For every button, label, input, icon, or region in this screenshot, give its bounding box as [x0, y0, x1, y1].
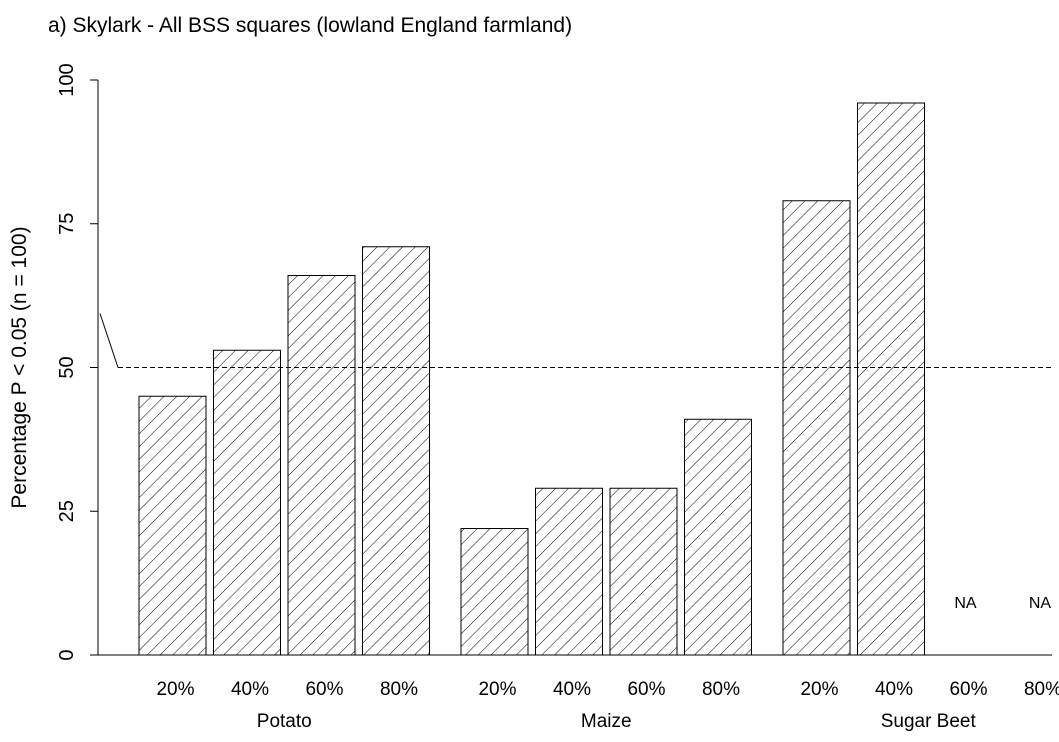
x-category-label: 80%: [702, 679, 740, 700]
x-category-label: 60%: [627, 679, 665, 700]
bar: [857, 102, 925, 656]
x-category-label: 20%: [156, 679, 194, 700]
bar-na-label: NA: [1029, 595, 1052, 612]
y-tick-label: 0: [56, 649, 78, 660]
x-category-label: 20%: [478, 679, 516, 700]
bar: [213, 349, 281, 656]
labels-layer: 0 25 50 75 100 Percentage P < 0.05 (n = 100) 2…: [8, 63, 1059, 732]
x-group-label: Maize: [581, 711, 632, 732]
x-category-label: 40%: [553, 679, 591, 700]
bar: [138, 395, 207, 656]
bar-na-label: NA: [954, 595, 977, 612]
reference-line-leader: [99, 313, 119, 368]
x-category-label: 40%: [231, 679, 269, 700]
y-tick-label: 100: [56, 63, 78, 96]
x-category-label: 60%: [305, 679, 343, 700]
bars-layer: [138, 102, 925, 656]
bar: [535, 487, 603, 656]
x-category-label: 80%: [1024, 679, 1059, 700]
chart-title: a) Skylark - All BSS squares (lowland En…: [48, 14, 573, 37]
y-axis-title: Percentage P < 0.05 (n = 100): [8, 226, 31, 508]
x-category-label: 20%: [800, 679, 838, 700]
x-category-label: 40%: [875, 679, 913, 700]
y-tick-label: 50: [56, 356, 78, 378]
bar: [460, 528, 529, 656]
y-tick-label: 25: [56, 500, 78, 522]
x-category-label: 60%: [949, 679, 987, 700]
y-tick-label: 75: [56, 213, 78, 235]
bar: [684, 418, 752, 656]
bar: [362, 246, 430, 656]
x-group-label: Sugar Beet: [881, 711, 977, 732]
x-category-label: 80%: [380, 679, 418, 700]
x-group-label: Potato: [257, 711, 312, 732]
bar: [609, 487, 678, 656]
bar: [287, 275, 356, 656]
bar: [782, 200, 851, 656]
